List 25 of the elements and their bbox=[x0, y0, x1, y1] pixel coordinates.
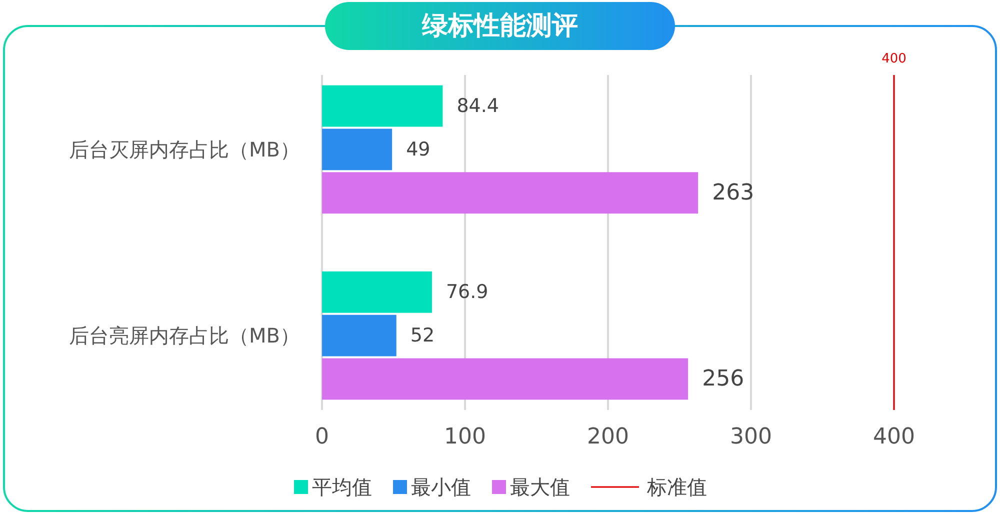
data-label: 263 bbox=[712, 180, 754, 206]
bar bbox=[322, 85, 443, 127]
y-tick-label: 后台亮屏内存占比（MB） bbox=[69, 324, 300, 348]
x-tick-label: 300 bbox=[730, 424, 772, 450]
x-tick-label: 400 bbox=[873, 424, 915, 450]
data-label: 256 bbox=[702, 366, 744, 392]
data-label: 76.9 bbox=[446, 281, 488, 304]
bar bbox=[322, 314, 396, 356]
data-label: 84.4 bbox=[456, 95, 500, 118]
chart-title: 绿标性能测评 bbox=[421, 11, 578, 41]
bar bbox=[322, 358, 688, 400]
bar bbox=[322, 128, 392, 170]
x-tick-label: 200 bbox=[587, 424, 629, 450]
legend-label: 最大值 bbox=[510, 475, 570, 499]
x-tick-label: 0 bbox=[315, 424, 329, 450]
text: 400 bbox=[882, 52, 906, 66]
y-tick-label: 后台灭屏内存占比（MB） bbox=[69, 137, 300, 162]
legend-label: 最小值 bbox=[411, 475, 471, 499]
legend-label: 平均值 bbox=[312, 475, 372, 499]
x-tick-label: 100 bbox=[444, 424, 486, 450]
legend-label: 标准值 bbox=[646, 475, 707, 499]
data-label: 52 bbox=[410, 324, 435, 347]
data-label: 49 bbox=[406, 138, 430, 160]
bar bbox=[322, 271, 432, 313]
bar bbox=[322, 172, 698, 214]
